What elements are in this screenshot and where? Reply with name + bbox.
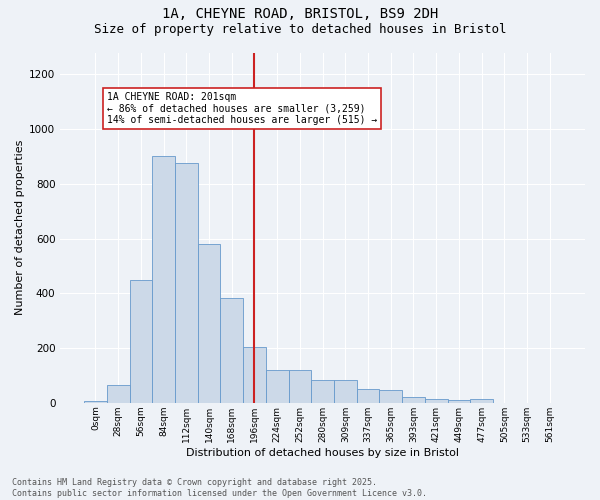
Y-axis label: Number of detached properties: Number of detached properties <box>15 140 25 316</box>
Bar <box>175 164 198 403</box>
X-axis label: Distribution of detached houses by size in Bristol: Distribution of detached houses by size … <box>186 448 459 458</box>
Bar <box>152 156 175 403</box>
Bar <box>289 370 311 403</box>
Bar <box>448 400 470 403</box>
Bar <box>402 397 425 403</box>
Bar <box>379 390 402 403</box>
Bar <box>266 370 289 403</box>
Bar <box>334 380 357 403</box>
Text: 1A CHEYNE ROAD: 201sqm
← 86% of detached houses are smaller (3,259)
14% of semi-: 1A CHEYNE ROAD: 201sqm ← 86% of detached… <box>107 92 377 126</box>
Bar <box>470 399 493 403</box>
Bar <box>357 389 379 403</box>
Bar <box>220 298 243 403</box>
Text: Size of property relative to detached houses in Bristol: Size of property relative to detached ho… <box>94 22 506 36</box>
Text: 1A, CHEYNE ROAD, BRISTOL, BS9 2DH: 1A, CHEYNE ROAD, BRISTOL, BS9 2DH <box>162 8 438 22</box>
Bar <box>107 385 130 403</box>
Bar <box>425 399 448 403</box>
Bar <box>311 380 334 403</box>
Bar <box>198 244 220 403</box>
Bar <box>84 400 107 403</box>
Bar <box>243 346 266 403</box>
Bar <box>130 280 152 403</box>
Text: Contains HM Land Registry data © Crown copyright and database right 2025.
Contai: Contains HM Land Registry data © Crown c… <box>12 478 427 498</box>
